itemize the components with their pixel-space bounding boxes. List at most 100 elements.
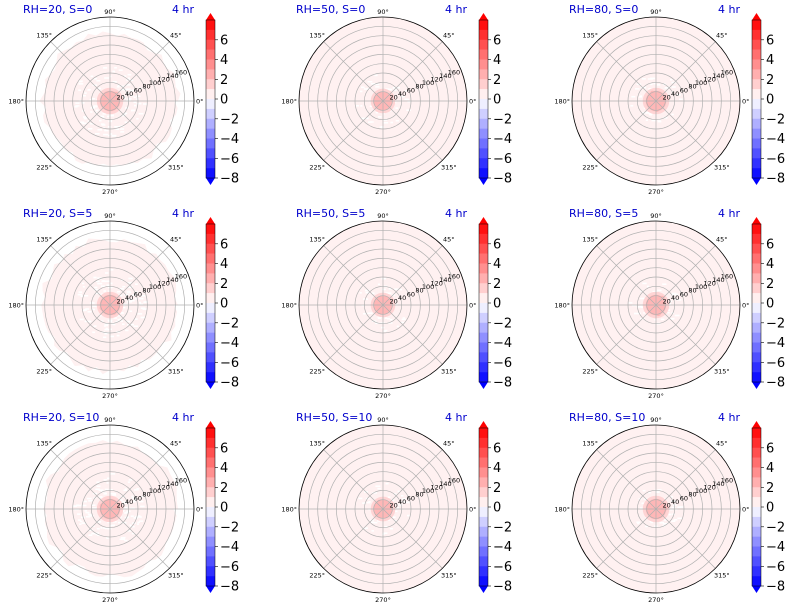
radial-tick-label: 120 [430,76,442,84]
angular-tick-label: 45° [170,32,182,40]
radial-tick-label: 40 [671,90,679,98]
contour-gap [82,504,87,507]
contour-gap [631,95,636,98]
contour-gap [374,322,379,324]
contour-gap [106,477,110,480]
colorbar-bin [752,49,761,60]
contour-gap [131,532,136,535]
contour-gap [97,534,101,536]
contour-gap [83,116,87,118]
contour-gap [118,69,123,71]
colorbar-bin [752,224,761,235]
contour-gap [104,77,110,79]
polar-frame [571,424,741,594]
contour-gap [92,331,96,334]
radial-tick-label: 40 [125,498,133,506]
contour-gap [131,495,134,498]
colorbar-tick-label: −2 [220,520,239,535]
contour-gap [383,330,387,332]
colorbar-bin [206,168,215,179]
angular-tick-label: 45° [716,440,728,448]
contour-gap [112,70,116,73]
colorbar-bin [752,322,761,333]
colorbar-tick-label: −4 [766,336,785,351]
contour-gap [134,297,138,300]
colorbar-tick-label: 4 [493,53,501,68]
contour-gap [124,539,128,542]
polar-frame [298,220,468,390]
colorbar-extend-min [752,382,761,389]
contour-gap [98,496,103,498]
colorbar-extend-max [206,13,215,20]
colorbar-bin [752,576,761,587]
contour-gap [377,317,382,319]
colorbar-bin [752,29,761,41]
colorbar-bin [206,138,215,149]
contour-gap [104,280,110,282]
angular-gridline [323,100,384,161]
contour-fill-speck [111,297,117,304]
contour-gap [362,502,366,504]
radial-tick-label: 140 [439,276,451,284]
angular-gridline [323,245,384,306]
contour-gap [102,280,105,282]
panel-time: 4 hr [718,411,740,424]
contour-gap [671,81,676,84]
contour-gap [390,121,394,124]
contour-gap [112,323,116,326]
contour-gap [100,320,104,322]
contour-gap [103,325,107,327]
colorbar-tick-label: −4 [220,540,239,555]
contour-gap [144,301,149,303]
angular-tick-label: 315° [714,163,730,171]
angular-tick-label: 135° [36,236,52,244]
contour-gap [650,521,653,524]
colorbar-bin [206,99,215,110]
contour-gap [363,298,369,300]
contour-gap [640,297,645,300]
colorbar-tick-label: −4 [493,336,512,351]
contour-gap [93,289,99,291]
contour-gap [104,129,109,132]
contour-gap [363,527,368,529]
colorbar-bin [206,312,215,324]
contour-gap [679,506,684,508]
colorbar-bin [479,273,488,284]
colorbar-tick-label: −8 [766,376,785,391]
contour-gap [89,302,95,304]
contour-gap [96,481,100,484]
contour-gap [104,323,109,325]
colorbar-tick-label: −6 [766,356,785,371]
contour-gap [141,295,146,297]
panel-title: RH=80, S=5 [569,207,638,220]
colorbar-tick-label: −4 [493,540,512,555]
contour-gap [387,519,391,521]
contour-gap [107,134,111,137]
contour-gap [90,75,94,78]
angular-gridline [596,245,657,306]
colorbar: 6 4 2 0 −2 −4 −6 −8 [205,421,239,595]
contour-gap [133,325,139,327]
angular-tick-label: 180° [554,98,570,106]
contour-gap [109,525,112,527]
contour-gap [83,117,88,120]
radial-tick-label: 100 [422,487,434,495]
colorbar-bin [206,487,215,498]
contour-gap [128,277,133,280]
colorbar-bin [479,372,488,383]
colorbar-bin [479,20,488,31]
colorbar-tick-label: 0 [766,93,774,108]
contour-gap [635,88,640,90]
angular-tick-label: 270° [648,188,664,196]
contour-gap [126,88,131,90]
angular-gridline [50,245,111,306]
contour-gap [107,115,110,118]
contour-gap [389,527,393,530]
colorbar-bin [206,118,215,129]
contour-gap [123,294,129,296]
radial-tick-label: 60 [407,290,415,298]
angular-gridline [596,41,657,102]
contour-gap [363,88,369,90]
contour-gap [671,506,676,509]
